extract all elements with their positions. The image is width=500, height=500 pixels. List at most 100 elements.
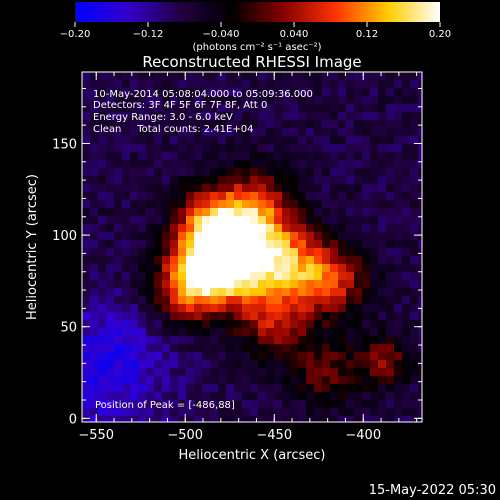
heatmap-cell <box>210 184 219 193</box>
heatmap-cell <box>170 72 179 81</box>
heatmap-cell <box>306 336 315 345</box>
heatmap-cell <box>338 184 347 193</box>
heatmap-cell <box>218 192 227 201</box>
heatmap-cell <box>378 176 387 185</box>
heatmap-cell <box>306 376 315 385</box>
heatmap-cell <box>338 208 347 217</box>
heatmap-cell <box>378 272 387 281</box>
heatmap-cell <box>362 88 371 97</box>
heatmap-cell <box>162 224 171 233</box>
heatmap-cell <box>114 232 123 241</box>
heatmap-cell <box>258 152 267 161</box>
heatmap-cell <box>178 336 187 345</box>
heatmap-cell <box>154 248 163 257</box>
heatmap-cell <box>202 184 211 193</box>
heatmap-cell <box>202 272 211 281</box>
heatmap-cell <box>218 256 227 265</box>
heatmap-cell <box>178 304 187 313</box>
colorbar-tick-label: −0.040 <box>202 29 239 40</box>
heatmap-cell <box>306 208 315 217</box>
heatmap-cell <box>362 200 371 209</box>
heatmap-cell <box>346 160 355 169</box>
heatmap-cell <box>98 88 107 97</box>
heatmap-cell <box>394 160 403 169</box>
heatmap-cell <box>290 160 299 169</box>
heatmap-cell <box>386 360 395 369</box>
heatmap-cell <box>322 136 331 145</box>
heatmap-cell <box>394 320 403 329</box>
heatmap-cell <box>178 344 187 353</box>
heatmap-cell <box>154 176 163 185</box>
heatmap-cell <box>314 392 323 401</box>
heatmap-cell <box>370 360 379 369</box>
heatmap-cell <box>218 120 227 129</box>
heatmap-cell <box>210 368 219 377</box>
heatmap-cell <box>146 296 155 305</box>
heatmap-cell <box>154 296 163 305</box>
heatmap-cell <box>162 376 171 385</box>
heatmap-cell <box>122 96 131 105</box>
heatmap-cell <box>202 328 211 337</box>
heatmap-cell <box>338 96 347 105</box>
heatmap-cell <box>258 200 267 209</box>
heatmap-cell <box>378 72 387 81</box>
heatmap-cell <box>290 368 299 377</box>
heatmap-cell <box>394 368 403 377</box>
heatmap-cell <box>306 384 315 393</box>
heatmap-cell <box>258 104 267 113</box>
heatmap-cell <box>298 320 307 329</box>
heatmap-cell <box>362 280 371 289</box>
heatmap-cell <box>242 400 251 409</box>
heatmap-cell <box>210 416 219 422</box>
heatmap-cell <box>266 152 275 161</box>
heatmap-cell <box>410 208 419 217</box>
heatmap-cell <box>178 128 187 137</box>
heatmap-cell <box>378 112 387 121</box>
heatmap-cell <box>394 248 403 257</box>
heatmap-cell <box>106 192 115 201</box>
heatmap-cell <box>378 200 387 209</box>
heatmap-cell <box>298 80 307 89</box>
heatmap-cell <box>410 184 419 193</box>
heatmap-cell <box>154 360 163 369</box>
heatmap-cell <box>282 96 291 105</box>
heatmap-cell <box>218 240 227 249</box>
heatmap-cell <box>370 120 379 129</box>
heatmap-cell <box>210 312 219 321</box>
heatmap-cell <box>346 112 355 121</box>
heatmap-cell <box>362 168 371 177</box>
heatmap-cell <box>362 120 371 129</box>
heatmap-cell <box>170 368 179 377</box>
heatmap-cell <box>346 144 355 153</box>
heatmap-cell <box>226 232 235 241</box>
heatmap-cell <box>250 176 259 185</box>
heatmap-cell <box>186 328 195 337</box>
heatmap-cell <box>394 376 403 385</box>
x-tick-label: −400 <box>345 428 381 443</box>
heatmap-cell <box>330 192 339 201</box>
heatmap-cell <box>218 216 227 225</box>
heatmap-cell <box>322 216 331 225</box>
heatmap-cell <box>266 400 275 409</box>
heatmap-cell <box>338 384 347 393</box>
heatmap-cell <box>410 72 419 81</box>
heatmap-cell <box>354 336 363 345</box>
heatmap-cell <box>418 344 422 353</box>
heatmap-cell <box>122 240 131 249</box>
heatmap-cell <box>122 392 131 401</box>
heatmap-cell <box>218 416 227 422</box>
heatmap-cell <box>162 344 171 353</box>
heatmap-cell <box>394 88 403 97</box>
heatmap-cell <box>386 136 395 145</box>
heatmap-cell <box>394 344 403 353</box>
heatmap-cell <box>290 120 299 129</box>
heatmap-cell <box>170 232 179 241</box>
heatmap-cell <box>418 408 422 417</box>
heatmap-cell <box>90 224 99 233</box>
heatmap-cell <box>106 200 115 209</box>
heatmap-cell <box>186 232 195 241</box>
heatmap-cell <box>130 112 139 121</box>
heatmap-cell <box>146 272 155 281</box>
heatmap-cell <box>130 96 139 105</box>
heatmap-cell <box>186 344 195 353</box>
